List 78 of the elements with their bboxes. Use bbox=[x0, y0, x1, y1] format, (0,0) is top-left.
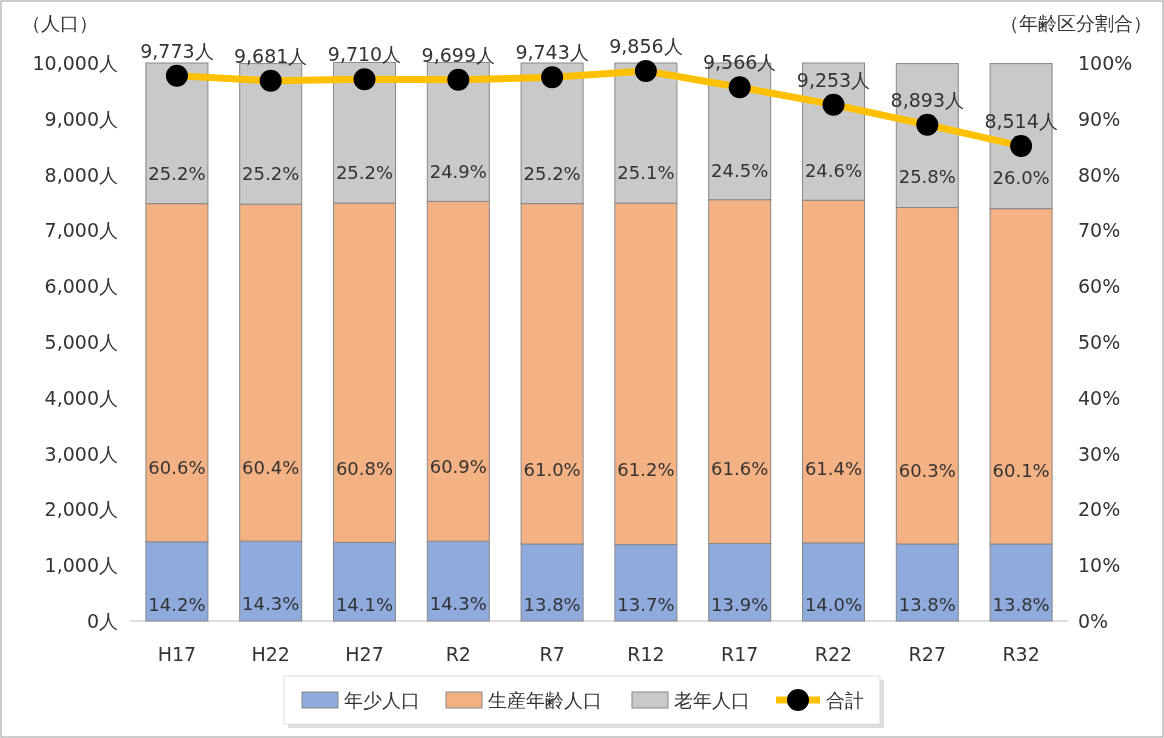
data-label: 9,856人 bbox=[609, 35, 683, 58]
data-label: 61.4% bbox=[804, 457, 863, 479]
data-label: 24.6% bbox=[804, 160, 863, 182]
data-label: 60.6% bbox=[148, 457, 206, 479]
y-tick-label: 1,000人 bbox=[44, 554, 118, 577]
y2-tick-label: 60% bbox=[1078, 275, 1121, 298]
y-tick-label: 7,000人 bbox=[44, 219, 118, 242]
data-label: 14.0% bbox=[804, 593, 863, 615]
data-label: 13.8% bbox=[523, 594, 581, 616]
y-tick-label: 2,000人 bbox=[44, 498, 118, 521]
data-label: 8,893人 bbox=[890, 88, 964, 111]
x-tick-label: R17 bbox=[721, 643, 759, 665]
y-axis-title: （人口） bbox=[22, 12, 98, 34]
data-label: 61.6% bbox=[711, 457, 769, 479]
y2-tick-label: 30% bbox=[1078, 442, 1121, 465]
data-label: 60.9% bbox=[429, 456, 487, 478]
y2-tick-label: 20% bbox=[1078, 498, 1121, 521]
x-tick-label: R12 bbox=[627, 643, 665, 665]
legend-label: 年少人口 bbox=[344, 689, 420, 711]
data-label: 60.4% bbox=[242, 457, 300, 479]
y2-tick-label: 0% bbox=[1078, 610, 1109, 632]
data-label: 13.7% bbox=[617, 594, 675, 616]
y-tick-label: 6,000人 bbox=[44, 275, 118, 298]
data-label: 61.2% bbox=[617, 459, 675, 481]
data-label: 24.5% bbox=[711, 159, 769, 181]
data-label: 13.9% bbox=[711, 593, 769, 615]
data-label: 25.2% bbox=[148, 162, 206, 184]
x-tick-label: H27 bbox=[345, 643, 384, 665]
y2-axis-title: （年齢区分割合） bbox=[1000, 12, 1152, 34]
data-label: 60.3% bbox=[898, 459, 956, 481]
legend-label: 合計 bbox=[826, 689, 864, 711]
data-label: 25.2% bbox=[523, 162, 581, 184]
data-label: 14.3% bbox=[242, 593, 300, 615]
y-tick-label: 3,000人 bbox=[44, 442, 118, 465]
legend-label: 老年人口 bbox=[674, 689, 750, 711]
data-label: 13.8% bbox=[992, 594, 1050, 616]
data-label: 60.8% bbox=[335, 457, 394, 479]
x-tick-label: R7 bbox=[539, 643, 565, 665]
y2-tick-label: 80% bbox=[1078, 163, 1121, 186]
data-label: 25.8% bbox=[898, 165, 956, 187]
y2-tick-label: 10% bbox=[1078, 554, 1121, 577]
x-tick-label: R32 bbox=[1002, 643, 1040, 665]
data-label: 14.1% bbox=[335, 593, 394, 615]
y-tick-label: 10,000人 bbox=[32, 52, 118, 74]
data-label: 9,566人 bbox=[703, 51, 777, 74]
data-label: 60.1% bbox=[992, 460, 1050, 482]
data-label: 9,699人 bbox=[421, 43, 495, 66]
y2-tick-label: 70% bbox=[1078, 219, 1121, 242]
x-tick-label: H22 bbox=[251, 643, 290, 665]
y2-tick-label: 90% bbox=[1078, 107, 1121, 130]
y-tick-label: 5,000人 bbox=[44, 331, 118, 353]
data-label: 25.2% bbox=[335, 162, 394, 184]
data-label: 26.0% bbox=[992, 166, 1050, 188]
data-label: 24.9% bbox=[429, 160, 487, 182]
data-label: 25.1% bbox=[617, 162, 675, 184]
x-tick-label: R27 bbox=[908, 643, 946, 665]
data-label: 25.2% bbox=[242, 163, 300, 185]
y-tick-label: 8,000人 bbox=[44, 163, 118, 186]
data-label: 9,773人 bbox=[140, 39, 214, 62]
legend-label: 生産年齢人口 bbox=[488, 689, 602, 711]
data-label: 14.3% bbox=[429, 593, 487, 615]
y-tick-label: 9,000人 bbox=[44, 107, 118, 130]
x-tick-label: R22 bbox=[814, 643, 853, 665]
data-label: 9,681人 bbox=[234, 44, 308, 67]
data-label: 9,710人 bbox=[327, 43, 402, 66]
y-tick-label: 4,000人 bbox=[44, 386, 118, 409]
y-tick-label: 0人 bbox=[86, 610, 118, 632]
data-label: 9,743人 bbox=[515, 41, 589, 64]
data-label: 8,514人 bbox=[984, 109, 1058, 132]
y2-tick-label: 40% bbox=[1078, 386, 1121, 409]
data-label: 13.8% bbox=[898, 594, 956, 616]
x-tick-label: H17 bbox=[157, 643, 197, 665]
y2-tick-label: 50% bbox=[1078, 331, 1121, 353]
x-tick-label: R2 bbox=[445, 643, 471, 665]
data-label: 9,253人 bbox=[796, 68, 871, 91]
data-label: 61.0% bbox=[523, 459, 581, 481]
y2-tick-label: 100% bbox=[1078, 52, 1133, 74]
data-label: 14.2% bbox=[148, 593, 206, 615]
